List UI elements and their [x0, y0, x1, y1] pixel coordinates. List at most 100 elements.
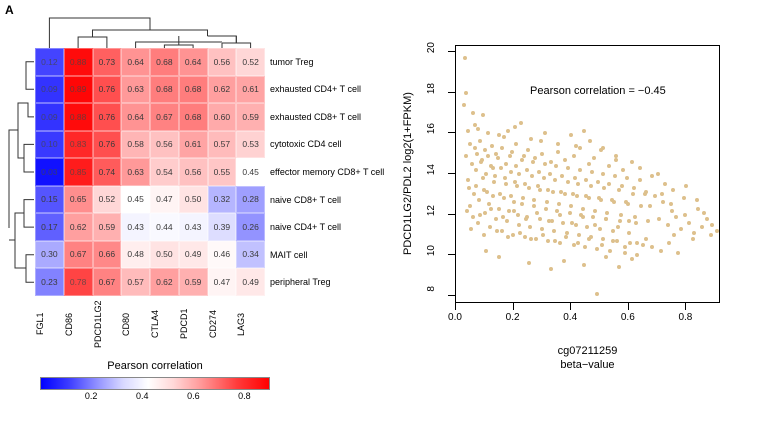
scatter-point [572, 176, 577, 181]
heatmap-cell: 0.76 [92, 103, 122, 131]
scatter-point [613, 153, 618, 158]
heatmap-cell: 0.56 [207, 48, 237, 76]
heatmap-legend: Pearson correlation 0.2 0.4 0.6 0.8 [30, 360, 280, 405]
scatter-point [695, 206, 700, 211]
panel-a-heatmap: A [5, 3, 384, 405]
scatter-point [592, 208, 597, 213]
heatmap-cell: 0.50 [178, 185, 208, 214]
scatter-point [634, 220, 639, 225]
scatter-point [587, 139, 592, 144]
scatter-point [684, 184, 689, 189]
scatter-point [544, 200, 549, 205]
scatter-point [587, 236, 592, 241]
x-tick-mark [512, 303, 514, 310]
scatter-point [546, 218, 551, 223]
scatter-point [694, 198, 699, 203]
scatter-point [708, 232, 713, 237]
y-tick-label: 20 [426, 42, 437, 54]
scatter-point [704, 216, 709, 221]
scatter-point [551, 190, 556, 195]
heatmap-cell: 0.30 [35, 240, 64, 269]
scatter-point [511, 200, 516, 205]
scatter-point [535, 210, 540, 215]
scatter-point [476, 220, 481, 225]
scatter-point [517, 171, 522, 176]
scatter-point [592, 155, 597, 160]
heatmap-column-label: FGL1 [35, 312, 45, 336]
heatmap-cell: 0.45 [121, 185, 150, 214]
scatter-point [585, 224, 590, 229]
heatmap-cell: 0.34 [236, 240, 265, 269]
heatmap-cell: 0.78 [63, 268, 93, 296]
heatmap-cell: 0.62 [150, 268, 179, 296]
y-tick-mark [448, 172, 455, 174]
scatter-point [582, 129, 587, 134]
scatter-point [652, 194, 657, 199]
scatter-point [542, 161, 547, 166]
scatter-point [556, 141, 561, 146]
scatter-point [595, 180, 600, 185]
scatter-point [479, 159, 484, 164]
scatter-point [581, 214, 586, 219]
scatter-point [587, 196, 592, 201]
scatter-point [665, 222, 670, 227]
scatter-point [464, 208, 469, 213]
heatmap-column-label: CD274 [207, 310, 218, 339]
x-tick-mark [455, 303, 456, 310]
scatter-point [525, 214, 530, 219]
heatmap-cell: 0.83 [63, 130, 93, 159]
scatter-point [641, 243, 646, 248]
heatmap-cell: 0.59 [236, 103, 265, 131]
heatmap-cell: 0.64 [121, 103, 150, 131]
scatter-point [502, 176, 507, 181]
scatter-point [569, 220, 574, 225]
scatter-point [518, 121, 523, 126]
scatter-point [687, 220, 692, 225]
scatter-point [550, 218, 555, 223]
scatter-point [573, 143, 578, 148]
x-tick-label: 0.8 [678, 312, 693, 323]
scatter-point [681, 196, 686, 201]
scatter-point [523, 216, 528, 221]
heatmap-cell: 0.43 [121, 213, 150, 241]
scatter-point [497, 192, 502, 197]
scatter-point [517, 230, 522, 235]
scatter-point [661, 200, 666, 205]
scatter-point [467, 204, 472, 209]
scatter-point [481, 232, 486, 237]
heatmap-cell: 0.23 [35, 268, 64, 296]
correlation-annotation: Pearson correlation = −0.45 [530, 85, 666, 97]
heatmap-cell: 0.54 [150, 158, 179, 186]
scatter-point [496, 206, 501, 211]
scatter-point [710, 222, 715, 227]
heatmap-column-label: LAG3 [236, 312, 247, 336]
scatter-point [572, 153, 577, 158]
scatter-point [538, 188, 543, 193]
scatter-point [526, 186, 531, 191]
heatmap-cell: 0.58 [121, 130, 150, 159]
scatter-point [608, 249, 613, 254]
heatmap-cell: 0.57 [207, 130, 237, 159]
heatmap-cell: 0.74 [92, 158, 122, 186]
scatter-point [534, 236, 539, 241]
scatter-point [619, 184, 624, 189]
heatmap-cell: 0.89 [63, 75, 93, 104]
scatter-point [548, 171, 553, 176]
heatmap-cell: 0.53 [236, 130, 265, 159]
scatter-point [610, 228, 615, 233]
scatter-point [609, 198, 614, 203]
scatter-point [528, 137, 533, 142]
scatter-point [488, 163, 493, 168]
scatter-point [631, 192, 636, 197]
scatter-point [470, 214, 475, 219]
scatter-point [501, 135, 506, 140]
scatter-point [592, 222, 597, 227]
heatmap-cell: 0.03 [35, 158, 64, 186]
heatmap-cell: 0.44 [150, 213, 179, 241]
y-tick-mark [448, 51, 455, 53]
heatmap-column-label: PDCD1 [178, 308, 189, 340]
scatter-point [649, 245, 654, 250]
scatter-point [668, 202, 673, 207]
scatter-point [586, 161, 591, 166]
scatter-point [468, 226, 473, 231]
